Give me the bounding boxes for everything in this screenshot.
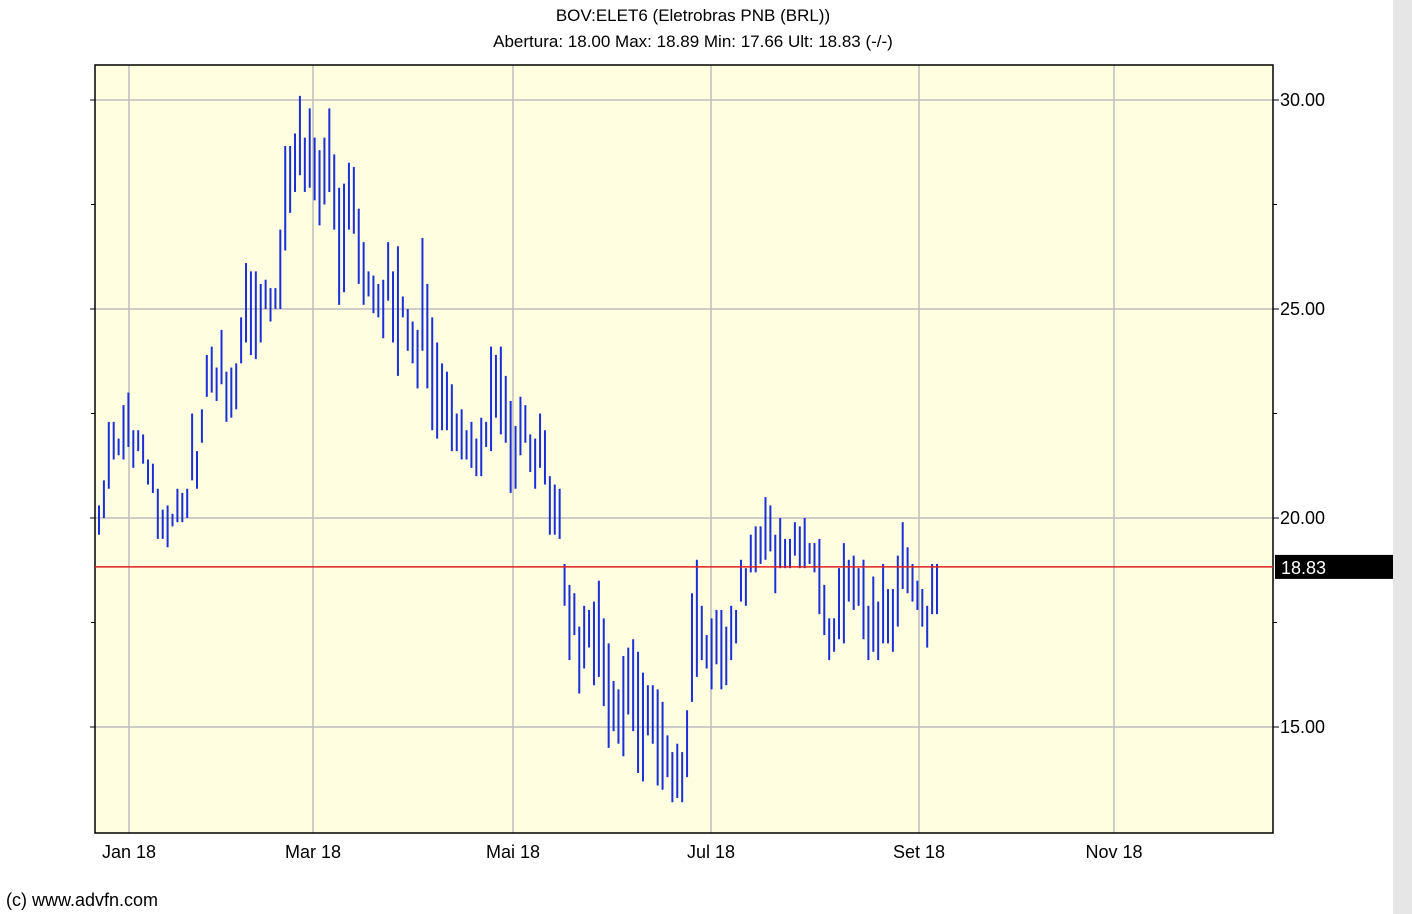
x-tick-label: Jan 18 xyxy=(102,842,156,862)
window-edge xyxy=(1393,0,1412,914)
x-tick-label: Nov 18 xyxy=(1085,842,1142,862)
y-tick-label: 20.00 xyxy=(1280,508,1325,528)
y-tick-label: 15.00 xyxy=(1280,717,1325,737)
x-tick-label: Jul 18 xyxy=(687,842,735,862)
plot-area xyxy=(95,65,1273,833)
last-price-tag xyxy=(1275,554,1393,579)
x-tick-label: Set 18 xyxy=(893,842,945,862)
y-tick-label: 30.00 xyxy=(1280,90,1325,110)
last-price-label: 18.83 xyxy=(1281,558,1326,578)
x-tick-label: Mar 18 xyxy=(285,842,341,862)
x-tick-label: Mai 18 xyxy=(486,842,540,862)
copyright-credit: (c) www.advfn.com xyxy=(6,890,159,910)
chart-title: BOV:ELET6 (Eletrobras PNB (BRL)) xyxy=(555,6,831,25)
y-tick-label: 25.00 xyxy=(1280,299,1325,319)
chart-subtitle: Abertura: 18.00 Max: 18.89 Min: 17.66 Ul… xyxy=(493,32,893,51)
plot-border xyxy=(94,64,1274,834)
